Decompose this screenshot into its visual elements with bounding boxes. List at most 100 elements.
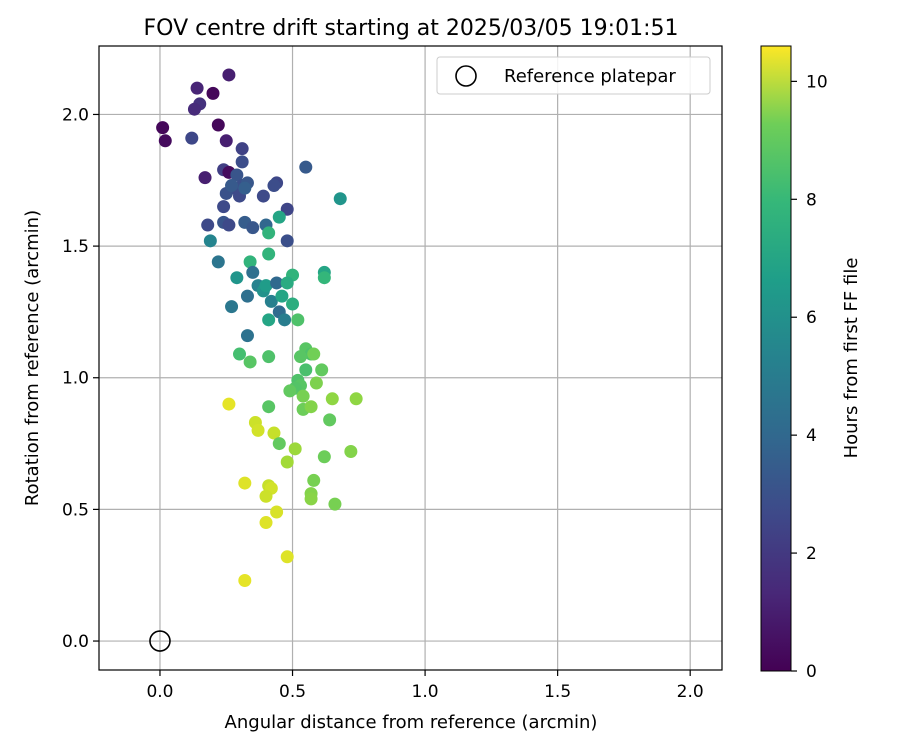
data-point: [325, 392, 339, 406]
y-tick-label: 0.0: [62, 632, 89, 652]
data-point: [256, 189, 270, 203]
data-point: [198, 171, 212, 185]
data-point: [293, 350, 307, 364]
data-point: [299, 363, 313, 377]
data-point: [317, 271, 331, 285]
data-point: [262, 350, 276, 364]
colorbar-gradient: [760, 45, 792, 672]
plot-frame: [98, 45, 723, 671]
data-point: [246, 265, 260, 279]
data-points: [156, 68, 363, 587]
data-point: [240, 289, 254, 303]
data-point: [262, 226, 276, 240]
data-point: [307, 347, 321, 361]
data-point: [328, 497, 342, 511]
data-point: [280, 202, 294, 216]
legend-entry-label: Reference platepar: [504, 66, 676, 87]
data-point: [240, 329, 254, 343]
x-axis-label: Angular distance from reference (arcmin): [225, 712, 598, 733]
data-point: [307, 473, 321, 487]
colorbar: 0 2 4 6 8 10 Hours from first FF file: [760, 45, 862, 682]
legend-box: [436, 56, 711, 95]
data-point: [158, 134, 172, 148]
y-tick-label: 0.5: [62, 500, 89, 520]
data-point: [230, 271, 244, 285]
data-point: [315, 363, 329, 377]
data-point: [280, 455, 294, 469]
data-point: [272, 210, 286, 224]
data-point: [203, 234, 217, 248]
data-point: [280, 234, 294, 248]
data-point: [291, 313, 305, 327]
data-point: [190, 81, 204, 95]
x-tick-label: 1.5: [544, 682, 571, 702]
x-tick-label: 0.0: [146, 682, 173, 702]
y-axis-ticks: 0.0 0.5 1.0 1.5 2.0: [62, 105, 99, 652]
data-point: [222, 68, 236, 82]
data-point: [304, 400, 318, 414]
colorbar-label: Hours from first FF file: [841, 258, 862, 459]
data-point: [296, 389, 310, 403]
data-point: [211, 255, 225, 269]
data-point: [270, 276, 284, 290]
chart-title: FOV centre drift starting at 2025/03/05 …: [144, 16, 679, 41]
data-point: [206, 86, 220, 100]
data-point: [230, 168, 244, 182]
data-point: [201, 218, 215, 232]
data-point: [344, 444, 358, 458]
data-point: [246, 221, 260, 235]
y-axis-label: Rotation from reference (arcmin): [22, 210, 43, 506]
data-point: [264, 294, 278, 308]
data-point: [278, 313, 292, 327]
data-point: [272, 437, 286, 451]
data-point: [222, 218, 236, 232]
data-point: [317, 450, 331, 464]
legend-marker-icon: [455, 65, 477, 87]
data-point: [280, 550, 294, 564]
colorbar-ticks: 0 2 4 6 8 10: [791, 72, 828, 682]
data-point: [304, 492, 318, 506]
data-point: [259, 516, 273, 530]
data-point: [156, 121, 170, 135]
grid-lines: [99, 46, 722, 670]
data-point: [259, 489, 273, 503]
data-point: [286, 297, 300, 311]
data-point: [233, 347, 247, 361]
data-point: [309, 376, 323, 390]
data-point: [217, 200, 231, 214]
data-point: [211, 118, 225, 132]
data-point: [267, 426, 281, 440]
colorbar-tick-label: 4: [806, 426, 817, 446]
data-point: [225, 300, 239, 314]
data-point: [225, 179, 239, 193]
y-tick-label: 2.0: [62, 105, 89, 125]
data-point: [185, 131, 199, 145]
data-point: [299, 160, 313, 174]
data-point: [323, 413, 337, 427]
data-point: [333, 192, 347, 206]
data-point: [251, 423, 265, 437]
legend: Reference platepar: [436, 56, 711, 95]
data-point: [270, 505, 284, 519]
data-point: [235, 155, 249, 169]
data-point: [235, 142, 249, 156]
data-point: [262, 313, 276, 327]
data-point: [243, 355, 257, 369]
data-point: [283, 384, 297, 398]
data-point: [219, 134, 233, 148]
data-point: [243, 255, 257, 269]
data-point: [262, 247, 276, 261]
colorbar-tick-label: 2: [806, 544, 817, 564]
data-point: [262, 400, 276, 414]
data-point: [259, 279, 273, 293]
data-point: [288, 442, 302, 456]
y-tick-label: 1.5: [62, 237, 89, 257]
colorbar-tick-label: 0: [806, 662, 817, 682]
colorbar-tick-label: 10: [806, 72, 828, 92]
data-point: [349, 392, 363, 406]
reference-platepar-marker: [149, 630, 171, 652]
data-point: [275, 289, 289, 303]
data-point: [238, 573, 252, 587]
